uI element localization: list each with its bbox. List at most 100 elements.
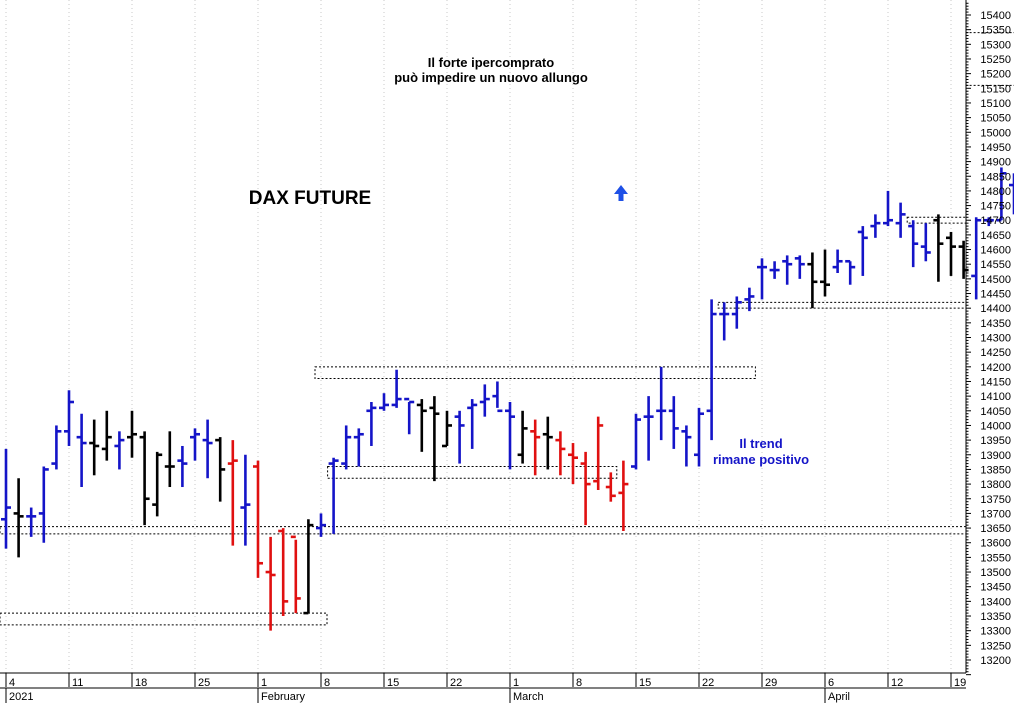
ohlc-bar: [555, 431, 566, 476]
month-label: 2021: [9, 691, 33, 703]
ohlc-bar: [442, 410, 452, 448]
ohlc-bar: [404, 397, 415, 435]
ohlc-bar: [164, 431, 175, 488]
y-tick-label: 13700: [980, 508, 1011, 520]
ohlc-bar: [492, 381, 503, 413]
y-tick-label: 14000: [980, 420, 1011, 432]
y-tick-label: 14450: [980, 289, 1011, 301]
y-tick-label: 14100: [980, 391, 1011, 403]
ohlc-bar: [971, 217, 982, 300]
ohlc-bar: [857, 226, 868, 276]
ohlc-bar: [668, 396, 679, 449]
y-tick-label: 14300: [980, 333, 1011, 345]
ohlc-bar: [190, 428, 200, 461]
ohlc-bar: [278, 528, 289, 617]
y-tick-label: 14550: [980, 259, 1011, 271]
x-tick-label: 1: [261, 677, 267, 689]
y-tick-label: 13800: [980, 479, 1011, 491]
ohlc-bar: [983, 217, 994, 227]
x-tick-label: 18: [135, 677, 147, 689]
ohlc-bar: [694, 407, 704, 467]
ohlc-bar: [807, 252, 818, 309]
ohlc-bar: [656, 366, 667, 441]
y-tick-label: 14400: [980, 303, 1011, 315]
x-tick-label: 11: [72, 677, 83, 689]
x-tick-label: 15: [387, 677, 399, 689]
ohlc-bar: [832, 249, 843, 273]
x-tick-label: 1: [513, 677, 519, 689]
ohlc-bar: [341, 425, 352, 470]
ohlc-bar: [681, 425, 692, 467]
y-tick-label: 14850: [980, 171, 1011, 183]
y-tick-label: 15050: [980, 113, 1011, 125]
ohlc-bar: [391, 369, 402, 408]
price-bars: [1, 167, 1014, 631]
month-label: February: [261, 691, 306, 703]
ohlc-bar: [820, 249, 830, 297]
x-tick-label: 29: [765, 677, 777, 689]
y-tick-label: 14700: [980, 215, 1011, 227]
ohlc-bar: [706, 299, 717, 441]
ohlc-bar: [505, 402, 515, 470]
ohlc-bar: [240, 454, 251, 546]
y-tick-label: 13300: [980, 626, 1011, 638]
y-tick-label: 13900: [980, 450, 1011, 462]
annotation-bottom-line-1: Il trend: [739, 436, 782, 451]
zone-box: [314, 366, 756, 380]
y-tick-label: 14350: [980, 318, 1011, 330]
ohlc-bar: [517, 410, 528, 464]
zone-box: [327, 466, 618, 479]
y-tick-label: 14600: [980, 245, 1011, 257]
y-tick-label: 14500: [980, 274, 1011, 286]
ohlc-bar: [429, 396, 440, 482]
ohlc-bar: [744, 287, 755, 312]
ohlc-bar: [89, 419, 100, 476]
ohlc-bar: [908, 220, 919, 268]
zone-box: [0, 612, 328, 626]
y-tick-label: 15100: [980, 98, 1011, 110]
ohlc-bar: [996, 167, 1007, 222]
ohlc-bar: [416, 399, 427, 452]
ohlc-bar: [379, 393, 389, 411]
x-tick-label: 4: [9, 677, 15, 689]
ohlc-bar: [64, 390, 74, 446]
y-tick-label: 14800: [980, 186, 1011, 198]
ohlc-bar: [139, 431, 150, 526]
x-tick-label: 22: [450, 677, 462, 689]
annotation-top-line-2: può impedire un nuovo allungo: [394, 70, 588, 85]
y-tick-label: 15150: [980, 83, 1011, 95]
ohlc-bar: [328, 457, 339, 534]
ohlc-bar: [479, 384, 490, 417]
ohlc-bar: [530, 419, 541, 476]
x-tick-label: 6: [828, 677, 834, 689]
ohlc-bar: [883, 190, 893, 227]
ohlc-bar: [177, 445, 188, 488]
y-tick-label: 15300: [980, 39, 1011, 51]
x-tick-label: 8: [576, 677, 582, 689]
ohlc-bar: [920, 223, 931, 262]
ohlc-bar: [265, 536, 276, 631]
ohlc-bar: [870, 214, 881, 238]
y-tick-label: 13650: [980, 523, 1011, 535]
ohlc-bar: [316, 513, 326, 537]
ohlc-bar: [353, 428, 364, 467]
x-tick-label: 8: [324, 677, 330, 689]
y-axis: 13200 13250 13300 13350 13400 13450 13500 13550…: [965, 0, 1011, 676]
y-tick-label: 15400: [980, 10, 1011, 22]
ohlc-bar: [933, 214, 944, 282]
y-tick-label: 14150: [980, 376, 1011, 388]
ohlc-bar: [215, 437, 226, 502]
month-label: April: [828, 691, 850, 703]
ohlc-bar: [631, 413, 641, 470]
zone-box: [717, 301, 967, 309]
ohlc-bar: [152, 451, 163, 517]
annotation-bottom-line-2: rimane positivo: [713, 452, 809, 467]
y-tick-label: 14950: [980, 142, 1011, 154]
y-tick-label: 13950: [980, 435, 1011, 447]
y-tick-label: 14050: [980, 406, 1011, 418]
ohlc-bar: [618, 460, 629, 531]
ohlc-bar: [757, 258, 767, 300]
y-tick-label: 14900: [980, 157, 1011, 169]
